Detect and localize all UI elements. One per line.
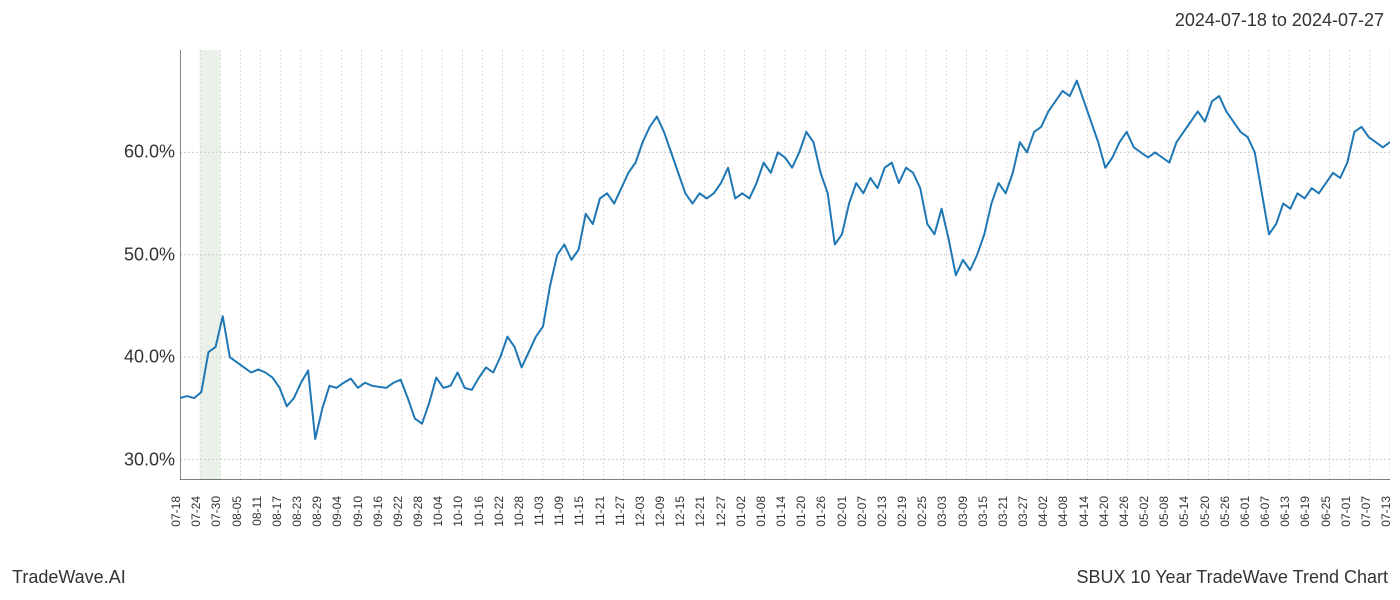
x-tick-label: 03-21: [996, 496, 1010, 527]
y-tick-label: 30.0%: [124, 449, 175, 470]
x-tick-label: 10-10: [451, 496, 465, 527]
x-tick-label: 05-02: [1137, 496, 1151, 527]
x-tick-label: 01-02: [734, 496, 748, 527]
x-tick-label: 05-20: [1198, 496, 1212, 527]
x-tick-label: 05-08: [1157, 496, 1171, 527]
x-tick-label: 11-09: [552, 496, 566, 526]
x-tick-label: 07-13: [1379, 496, 1393, 527]
x-tick-label: 12-03: [633, 496, 647, 527]
x-tick-label: 10-28: [512, 496, 526, 527]
x-tick-label: 06-19: [1298, 496, 1312, 527]
x-tick-label: 03-15: [976, 496, 990, 527]
x-tick-label: 04-08: [1056, 496, 1070, 527]
x-tick-label: 10-22: [492, 496, 506, 527]
x-tick-label: 07-01: [1339, 496, 1353, 527]
date-range: 2024-07-18 to 2024-07-27: [1175, 10, 1384, 31]
x-tick-label: 08-05: [230, 496, 244, 527]
x-tick-label: 02-13: [875, 496, 889, 527]
x-tick-label: 06-01: [1238, 496, 1252, 527]
x-tick-label: 12-21: [693, 496, 707, 527]
x-tick-label: 03-03: [935, 496, 949, 527]
chart-title: SBUX 10 Year TradeWave Trend Chart: [1076, 567, 1388, 588]
x-tick-label: 02-07: [855, 496, 869, 527]
x-tick-label: 03-27: [1016, 496, 1030, 527]
x-tick-label: 09-22: [391, 496, 405, 527]
x-tick-label: 01-26: [814, 496, 828, 527]
x-tick-label: 07-07: [1359, 496, 1373, 527]
x-tick-label: 08-17: [270, 496, 284, 527]
x-axis: 07-1807-2407-3008-0508-1108-1708-2308-29…: [180, 485, 1390, 545]
y-tick-label: 60.0%: [124, 142, 175, 163]
x-tick-label: 12-15: [673, 496, 687, 527]
x-tick-label: 05-14: [1177, 496, 1191, 527]
x-tick-label: 01-20: [794, 496, 808, 527]
x-tick-label: 02-25: [915, 496, 929, 527]
x-tick-label: 11-27: [613, 496, 627, 526]
x-tick-label: 08-11: [250, 496, 264, 526]
x-tick-label: 06-13: [1278, 496, 1292, 527]
x-tick-label: 03-09: [956, 496, 970, 527]
x-tick-label: 11-03: [532, 496, 546, 526]
x-tick-label: 01-08: [754, 496, 768, 527]
brand-label: TradeWave.AI: [12, 567, 126, 588]
x-tick-label: 07-30: [209, 496, 223, 527]
x-tick-label: 12-27: [714, 496, 728, 527]
x-tick-label: 06-07: [1258, 496, 1272, 527]
trend-chart: [180, 50, 1390, 480]
x-tick-label: 10-04: [431, 496, 445, 527]
y-tick-label: 50.0%: [124, 244, 175, 265]
x-tick-label: 12-09: [653, 496, 667, 527]
x-tick-label: 09-16: [371, 496, 385, 527]
y-tick-label: 40.0%: [124, 347, 175, 368]
x-tick-label: 06-25: [1319, 496, 1333, 527]
x-tick-label: 10-16: [472, 496, 486, 527]
x-tick-label: 04-26: [1117, 496, 1131, 527]
x-tick-label: 07-24: [189, 496, 203, 527]
x-tick-label: 02-19: [895, 496, 909, 527]
x-tick-label: 02-01: [835, 496, 849, 527]
x-tick-label: 04-20: [1097, 496, 1111, 527]
x-tick-label: 07-18: [169, 496, 183, 527]
x-tick-label: 09-04: [330, 496, 344, 527]
x-tick-label: 11-21: [593, 496, 607, 526]
x-tick-label: 01-14: [774, 496, 788, 527]
x-tick-label: 04-14: [1077, 496, 1091, 527]
x-tick-label: 09-28: [411, 496, 425, 527]
x-tick-label: 09-10: [351, 496, 365, 527]
x-tick-label: 08-29: [310, 496, 324, 527]
x-tick-label: 08-23: [290, 496, 304, 527]
x-tick-label: 05-26: [1218, 496, 1232, 527]
x-tick-label: 04-02: [1036, 496, 1050, 527]
x-tick-label: 11-15: [572, 496, 586, 526]
